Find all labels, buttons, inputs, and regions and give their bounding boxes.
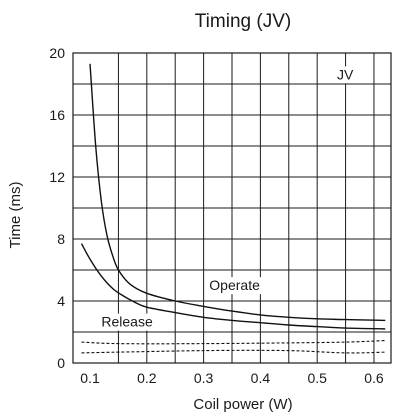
x-tick-label-3: 0.4 (251, 370, 271, 386)
annotation-bg-0 (335, 66, 356, 84)
x-tick-label-0: 0.1 (80, 370, 100, 386)
y-tick-label-3: 12 (49, 169, 65, 185)
annotation-operate: Operate (209, 277, 260, 293)
plot-frame (72, 52, 392, 364)
annotation-jv: JV (337, 66, 354, 82)
y-tick-label-4: 16 (49, 107, 65, 123)
chart-title: Timing (JV) (195, 11, 291, 32)
dashed-line-3 (81, 349, 386, 354)
data-curves (80, 63, 386, 354)
y-tick-label-5: 20 (49, 45, 65, 61)
y-tick-label-0: 0 (57, 355, 65, 371)
annotation-release: Release (101, 314, 153, 330)
dashed-line-2 (81, 339, 386, 345)
y-tick-label-2: 8 (57, 231, 65, 247)
annotation-bg-2 (99, 313, 160, 331)
x-tick-label-1: 0.2 (137, 370, 157, 386)
y-tick-label-1: 4 (57, 293, 65, 309)
annotations: JV Operate Release (99, 66, 356, 331)
release-curve (80, 243, 386, 330)
x-tick-label-2: 0.3 (194, 370, 214, 386)
annotation-bg-1 (207, 277, 268, 295)
x-axis-label: Coil power (W) (193, 396, 292, 413)
grid-lines (73, 53, 391, 363)
operate-curve (89, 63, 386, 322)
y-axis-label: Time (ms) (7, 182, 24, 249)
x-tick-label-4: 0.5 (307, 370, 327, 386)
tick-labels: 0.1 0.2 0.3 0.4 0.5 0.6 0 4 8 12 16 20 (49, 45, 383, 386)
x-tick-label-5: 0.6 (364, 370, 384, 386)
